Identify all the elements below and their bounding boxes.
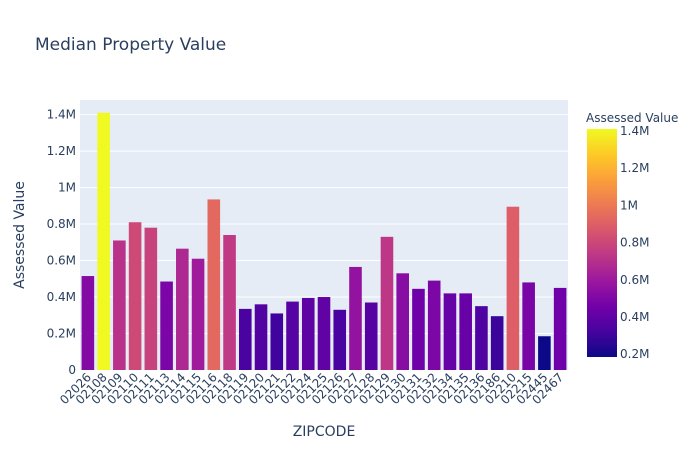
bar-02113 — [160, 281, 173, 370]
y-tick-label: 0.8M — [47, 217, 76, 231]
colorbar-tick-label: 0.8M — [620, 236, 649, 250]
bar-02126 — [333, 309, 347, 370]
bar-02210 — [506, 206, 520, 370]
colorbar-tick-label: 1.4M — [620, 124, 649, 138]
bar-02120 — [254, 304, 268, 370]
bar-02110 — [128, 222, 142, 370]
bar-02128 — [364, 302, 378, 370]
colorbar-tick-label: 0.2M — [620, 347, 649, 361]
bar-02119 — [238, 308, 252, 370]
colorbar-tick-label: 1M — [620, 198, 638, 212]
bar-02108 — [97, 112, 110, 371]
bar-02135 — [459, 293, 472, 370]
y-tick-label: 0.4M — [47, 290, 76, 304]
bar-02121 — [270, 313, 284, 370]
bar-02129 — [380, 236, 394, 370]
colorbar-title: Assessed Value — [586, 111, 678, 125]
chart-title: Median Property Value — [35, 35, 226, 55]
y-tick-label: 1.4M — [47, 108, 76, 122]
y-tick-label: 1.2M — [47, 144, 76, 158]
bar-02111 — [144, 227, 158, 370]
bar-02109 — [113, 240, 126, 370]
bar-02114 — [176, 248, 189, 370]
bar-02026 — [81, 276, 95, 370]
x-axis-ticks: 0202602108021090211002111021130211402115… — [57, 370, 566, 407]
bar-02467 — [553, 287, 567, 370]
y-tick-label: 0.6M — [47, 254, 76, 268]
bars — [81, 112, 567, 371]
bar-02132 — [427, 280, 441, 370]
colorbar-ticks: 0.2M 0.4M 0.6M 0.8M 1M 1.2M 1.4M — [620, 124, 649, 361]
bar-02124 — [301, 297, 315, 370]
bar-02115 — [191, 258, 205, 370]
bar-02136 — [475, 306, 488, 370]
bar-02215 — [522, 282, 535, 370]
y-tick-label: 0 — [68, 363, 76, 377]
y-axis-ticks: 0 0.2M 0.4M 0.6M 0.8M 1M 1.2M 1.4M — [47, 108, 76, 377]
bar-02134 — [443, 293, 457, 370]
bar-02130 — [396, 273, 410, 370]
colorbar-tick-label: 1.2M — [620, 161, 649, 175]
bar-02116 — [207, 199, 221, 370]
y-tick-label: 1M — [58, 181, 76, 195]
y-tick-label: 0.2M — [47, 327, 76, 341]
bar-02125 — [317, 297, 331, 370]
colorbar-tick-label: 0.6M — [620, 273, 649, 287]
colorbar — [587, 129, 617, 357]
bar-02186 — [490, 316, 504, 370]
bar-02122 — [286, 301, 299, 370]
y-axis-label: Assessed Value — [12, 181, 28, 289]
bar-02131 — [412, 288, 425, 370]
bar-02445 — [538, 336, 551, 370]
colorbar-tick-label: 0.4M — [620, 310, 649, 324]
bar-02118 — [223, 235, 236, 370]
x-axis-label: ZIPCODE — [293, 424, 356, 440]
bar-02127 — [349, 266, 362, 370]
